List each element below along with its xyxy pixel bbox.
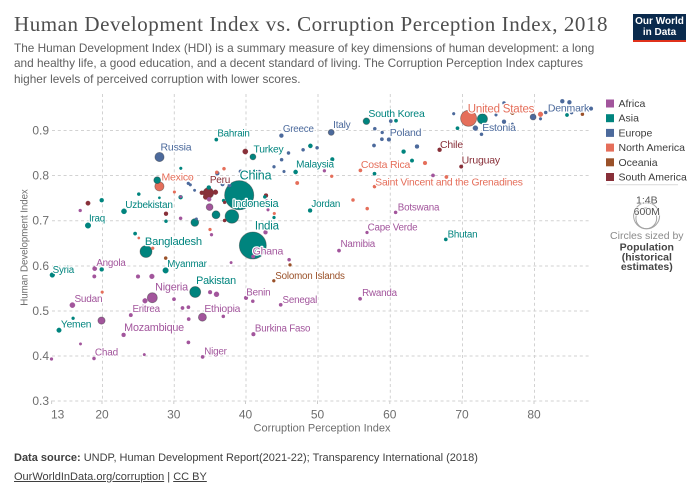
svg-text:South America: South America xyxy=(619,172,687,184)
svg-text:(historical: (historical xyxy=(622,251,672,263)
svg-text:30: 30 xyxy=(167,408,181,422)
svg-text:South Korea: South Korea xyxy=(368,108,425,120)
svg-text:Jordan: Jordan xyxy=(311,199,340,210)
svg-text:United States: United States xyxy=(468,103,535,115)
svg-text:Uruguay: Uruguay xyxy=(462,154,501,166)
svg-text:Europe: Europe xyxy=(619,127,653,139)
svg-text:Sudan: Sudan xyxy=(74,294,102,305)
svg-text:600M: 600M xyxy=(634,206,660,218)
svg-text:Chad: Chad xyxy=(95,347,118,358)
svg-text:China: China xyxy=(240,169,272,183)
svg-text:Italy: Italy xyxy=(333,120,351,131)
svg-text:Indonesia: Indonesia xyxy=(233,198,280,210)
svg-text:Yemen: Yemen xyxy=(61,319,91,330)
svg-text:Denmark: Denmark xyxy=(548,103,590,115)
svg-text:Ethiopia: Ethiopia xyxy=(204,304,240,315)
svg-text:Mexico: Mexico xyxy=(161,172,193,184)
svg-text:Malaysia: Malaysia xyxy=(296,159,334,170)
svg-text:Bahrain: Bahrain xyxy=(217,129,249,140)
svg-text:Solomon Islands: Solomon Islands xyxy=(275,271,345,282)
svg-text:Population: Population xyxy=(620,242,674,254)
svg-text:60: 60 xyxy=(383,408,397,422)
svg-text:Pakistan: Pakistan xyxy=(196,275,236,287)
svg-text:Iraq: Iraq xyxy=(89,214,105,225)
svg-text:Benin: Benin xyxy=(246,287,270,298)
svg-text:estimates): estimates) xyxy=(621,261,673,273)
svg-text:Poland: Poland xyxy=(390,127,422,139)
svg-text:Human Development Index: Human Development Index xyxy=(20,189,31,306)
svg-text:0.3: 0.3 xyxy=(32,394,49,408)
svg-text:Circles sized by: Circles sized by xyxy=(610,230,684,242)
svg-text:Senegal: Senegal xyxy=(283,295,318,306)
svg-text:0.4: 0.4 xyxy=(32,349,49,363)
svg-text:Uzbekistan: Uzbekistan xyxy=(125,200,172,211)
svg-text:Rwanda: Rwanda xyxy=(362,288,397,299)
svg-text:1:4B: 1:4B xyxy=(636,194,658,206)
svg-text:Greece: Greece xyxy=(283,124,315,135)
svg-text:Bhutan: Bhutan xyxy=(448,230,478,241)
svg-text:Turkey: Turkey xyxy=(254,144,285,155)
svg-text:0.9: 0.9 xyxy=(32,123,49,137)
svg-text:Ghana: Ghana xyxy=(253,245,284,257)
svg-text:40: 40 xyxy=(239,408,253,422)
svg-text:0.6: 0.6 xyxy=(32,259,49,273)
svg-text:Syria: Syria xyxy=(53,265,75,276)
svg-text:Chile: Chile xyxy=(440,139,463,151)
svg-text:Myanmar: Myanmar xyxy=(167,259,207,270)
svg-text:0.8: 0.8 xyxy=(32,168,49,182)
svg-text:Asia: Asia xyxy=(619,113,640,125)
svg-text:Saint Vincent and the Grenadin: Saint Vincent and the Grenadines xyxy=(375,178,522,189)
svg-text:20: 20 xyxy=(95,408,109,422)
svg-text:Peru: Peru xyxy=(210,175,230,186)
svg-text:Africa: Africa xyxy=(619,98,646,110)
svg-text:0.7: 0.7 xyxy=(32,214,49,228)
svg-text:Estonia: Estonia xyxy=(482,122,516,134)
svg-text:North America: North America xyxy=(619,142,686,154)
svg-text:Nigeria: Nigeria xyxy=(155,281,188,293)
svg-text:Niger: Niger xyxy=(204,346,227,357)
svg-text:Mozambique: Mozambique xyxy=(124,322,184,334)
svg-text:Costa Rica: Costa Rica xyxy=(361,159,411,171)
svg-text:Botswana: Botswana xyxy=(398,203,440,214)
svg-text:0.5: 0.5 xyxy=(32,304,49,318)
svg-text:50: 50 xyxy=(311,408,325,422)
svg-text:Eritrea: Eritrea xyxy=(132,304,160,315)
svg-text:Russia: Russia xyxy=(161,142,192,154)
svg-text:Namibia: Namibia xyxy=(341,239,376,250)
svg-text:80: 80 xyxy=(527,408,541,422)
svg-text:Oceania: Oceania xyxy=(619,157,658,169)
svg-text:Burkina Faso: Burkina Faso xyxy=(255,324,311,335)
svg-text:Bangladesh: Bangladesh xyxy=(145,236,202,248)
svg-text:India: India xyxy=(255,220,280,232)
svg-text:Corruption Perception Index: Corruption Perception Index xyxy=(254,423,391,435)
svg-text:Cape Verde: Cape Verde xyxy=(368,223,418,234)
svg-text:Angola: Angola xyxy=(96,258,126,269)
svg-text:13: 13 xyxy=(51,408,65,422)
svg-text:70: 70 xyxy=(455,408,469,422)
